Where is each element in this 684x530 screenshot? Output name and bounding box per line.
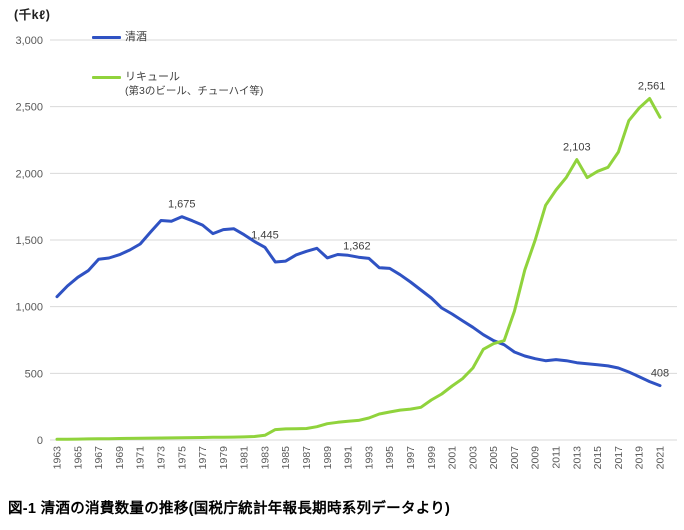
y-axis-tick-label: 3,000 (15, 35, 43, 47)
x-axis-tick-label: 2003 (467, 446, 479, 470)
x-axis-tick-label: 1995 (384, 446, 396, 470)
x-axis-tick-label: 1965 (72, 446, 84, 470)
seishu-line-swatch-icon (92, 36, 121, 39)
legend-item-liqueur: リキュール (第3のビール、チューハイ等) (92, 70, 263, 99)
x-axis-tick-label: 1973 (155, 446, 167, 470)
x-axis-tick-label: 2011 (551, 446, 563, 469)
x-axis-tick-label: 2007 (509, 446, 521, 470)
x-axis-tick-label: 2019 (634, 446, 646, 470)
y-axis-tick-label: 0 (37, 435, 43, 447)
y-axis-tick-label: 1,000 (15, 302, 43, 314)
x-axis-tick-label: 1963 (52, 446, 64, 470)
x-axis-tick-label: 2021 (655, 446, 667, 470)
legend-label-liqueur: リキュール (第3のビール、チューハイ等) (125, 70, 263, 99)
x-axis-tick-label: 1997 (405, 446, 417, 470)
data-label: 2,103 (563, 142, 591, 154)
y-axis-tick-label: 500 (25, 368, 43, 380)
legend-label-liqueur-sub: (第3のビール、チューハイ等) (125, 85, 264, 97)
x-axis-tick-label: 1985 (280, 446, 292, 470)
chart-legend: 清酒 リキュール (第3のビール、チューハイ等) (92, 30, 263, 124)
y-axis-tick-label: 2,000 (15, 168, 43, 180)
seishu-line (55, 215, 662, 388)
x-axis-tick-label: 2001 (447, 446, 459, 470)
x-axis-tick-label: 1981 (239, 446, 251, 470)
x-axis-tick-label: 1989 (322, 446, 334, 470)
liqueur-line-swatch-icon (92, 75, 121, 79)
x-axis-tick-label: 1977 (197, 446, 209, 470)
legend-label-seishu: 清酒 (125, 31, 147, 43)
y-axis-unit-label: (千kℓ) (14, 8, 51, 22)
y-axis-tick-label: 2,500 (15, 102, 43, 114)
x-axis-tick-label: 1999 (426, 446, 438, 470)
x-axis-tick-label: 1969 (114, 446, 126, 470)
x-axis-tick-label: 2013 (571, 446, 583, 470)
y-axis-tick-label: 1,500 (15, 235, 43, 247)
data-label: 1,675 (168, 199, 196, 211)
x-axis-tick-label: 1967 (93, 446, 105, 470)
x-axis-tick-label: 1979 (218, 446, 230, 470)
x-axis-tick-label: 2009 (530, 446, 542, 470)
data-label: 408 (651, 368, 669, 380)
liqueur-line (55, 97, 662, 441)
figure-caption: 図-1 清酒の消費数量の推移(国税庁統計年報長期時系列データより) (8, 501, 451, 517)
x-axis-tick-label: 2017 (613, 446, 625, 470)
data-label: 2,561 (638, 81, 666, 93)
legend-item-seishu: 清酒 (92, 30, 263, 45)
x-axis-tick-label: 1991 (343, 446, 355, 470)
x-axis-tick-label: 2005 (488, 446, 500, 470)
x-axis-tick-label: 1987 (301, 446, 313, 470)
x-axis-tick-label: 1971 (135, 446, 147, 470)
data-label: 1,362 (343, 240, 371, 252)
line-chart: 0 500 1,000 1,500 2,000 2,500 3,000 1963 1965 196… (15, 35, 677, 470)
x-axis-tick-label: 1993 (363, 446, 375, 470)
legend-label-liqueur-main: リキュール (125, 70, 180, 83)
data-label: 1,445 (251, 229, 279, 241)
x-axis-tick-label: 1983 (259, 446, 271, 470)
x-axis-tick-label: 2015 (592, 446, 604, 470)
x-axis-tick-label: 1975 (176, 446, 188, 470)
